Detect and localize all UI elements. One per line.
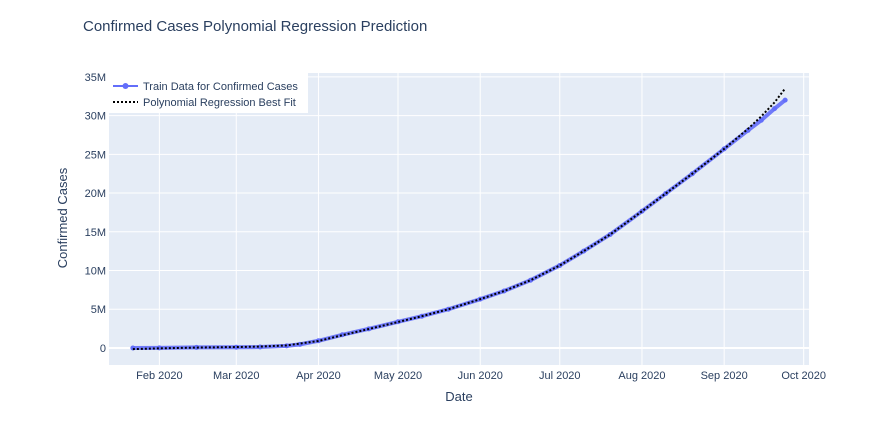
legend-marker-train xyxy=(122,83,129,89)
x-tick-label: Apr 2020 xyxy=(296,370,341,382)
series-layer xyxy=(130,87,788,351)
x-axis-title: Date xyxy=(445,389,472,404)
x-tick-label: Feb 2020 xyxy=(136,370,182,382)
legend-item-train[interactable]: Train Data for Confirmed Cases xyxy=(113,81,298,93)
y-tick-label: 15M xyxy=(85,227,106,239)
x-tick-label: May 2020 xyxy=(374,370,422,382)
y-axis-ticks: 0 5M 10M 15M 20M 25M 30M 35M xyxy=(85,72,106,355)
x-tick-label: Mar 2020 xyxy=(213,370,259,382)
data-point xyxy=(194,344,199,350)
y-tick-label: 0 xyxy=(100,343,106,355)
legend-item-fit[interactable]: Polynomial Regression Best Fit xyxy=(113,97,296,109)
y-tick-label: 35M xyxy=(85,72,106,84)
y-tick-label: 10M xyxy=(85,266,106,278)
legend-label-train: Train Data for Confirmed Cases xyxy=(143,81,298,93)
data-point xyxy=(758,117,764,123)
data-point xyxy=(395,319,401,325)
y-axis-title: Confirmed Cases xyxy=(55,167,70,268)
legend[interactable]: Train Data for Confirmed Cases Polynomia… xyxy=(109,73,308,113)
legend-box xyxy=(109,73,308,113)
chart-title: Confirmed Cases Polynomial Regression Pr… xyxy=(83,18,427,35)
data-point xyxy=(745,127,751,133)
x-tick-label: Oct 2020 xyxy=(781,370,826,382)
y-tick-label: 5M xyxy=(91,304,106,316)
x-tick-label: Sep 2020 xyxy=(701,370,748,382)
x-tick-label: Aug 2020 xyxy=(618,370,665,382)
series-line-fit xyxy=(132,87,786,351)
x-tick-label: Jun 2020 xyxy=(458,370,503,382)
y-tick-label: 20M xyxy=(85,188,106,200)
legend-label-fit: Polynomial Regression Best Fit xyxy=(143,97,296,109)
y-tick-label: 30M xyxy=(85,111,106,123)
data-point xyxy=(782,97,788,103)
y-tick-label: 25M xyxy=(85,149,106,161)
x-axis-ticks: Feb 2020 Mar 2020 Apr 2020 May 2020 Jun 2020… xyxy=(136,370,826,382)
plot-area xyxy=(109,73,809,365)
x-tick-label: Jul 2020 xyxy=(539,370,581,382)
data-point xyxy=(772,106,778,112)
